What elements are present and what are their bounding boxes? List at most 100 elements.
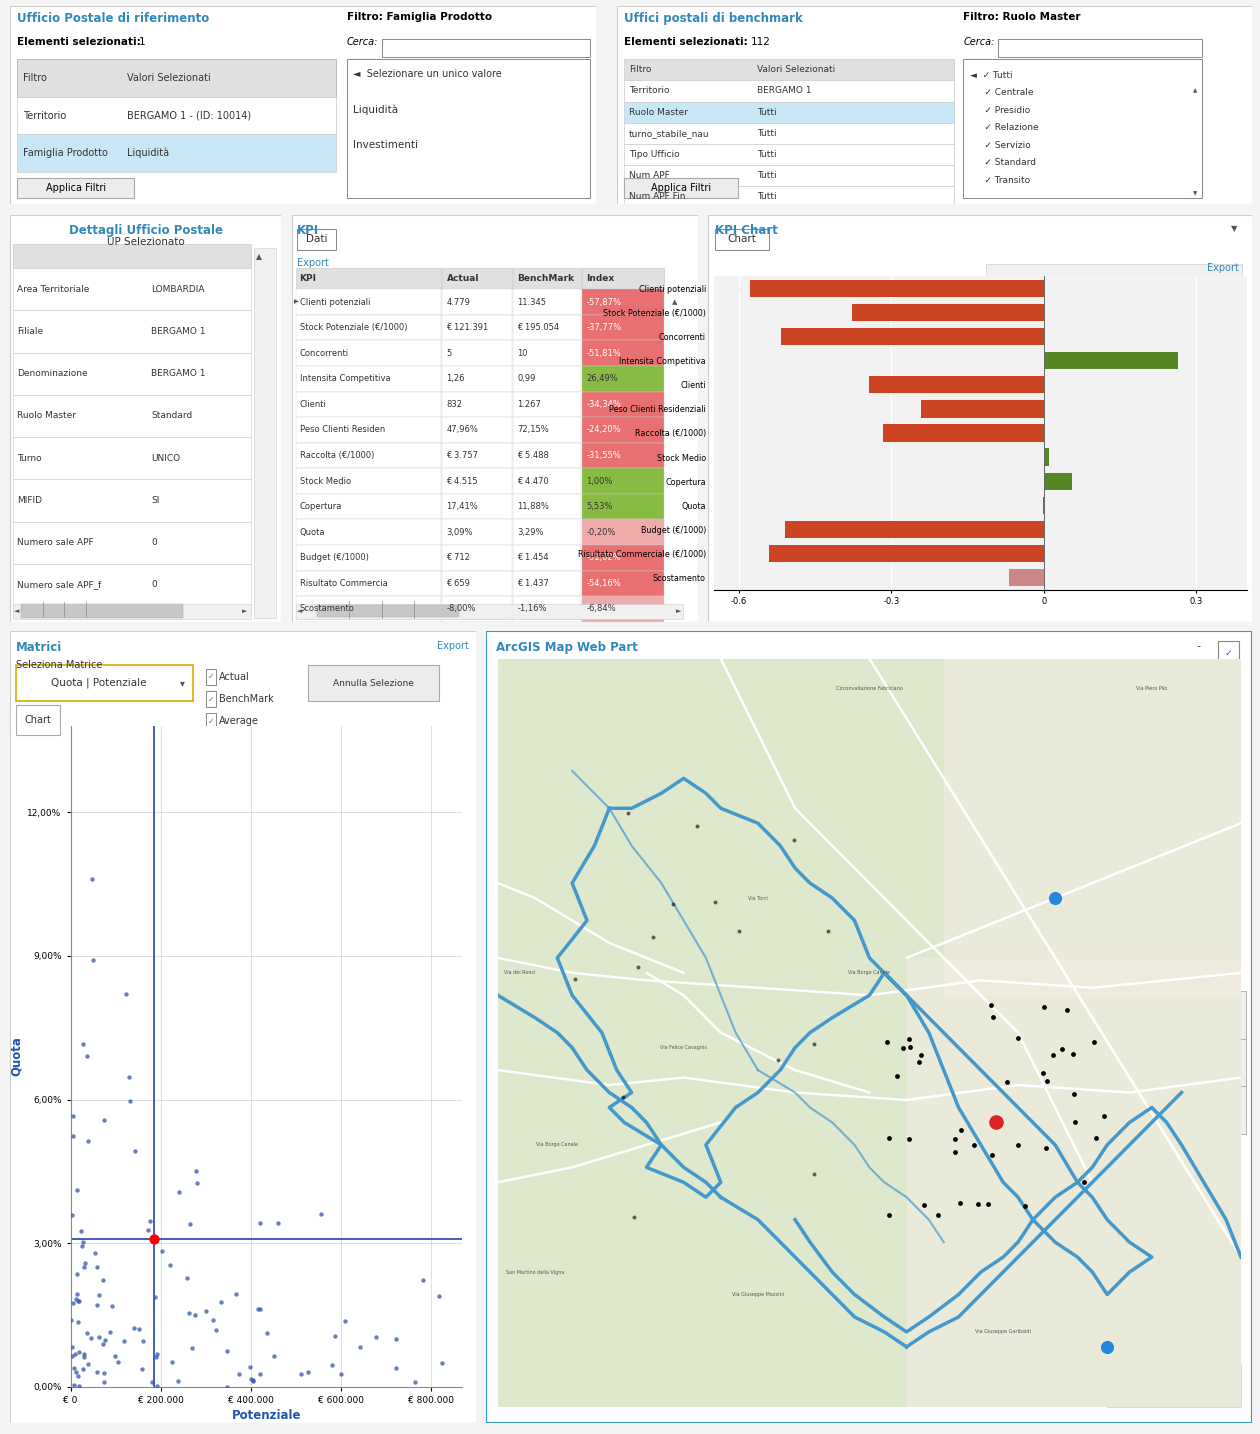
Point [627, 955, 648, 978]
Text: Dettagli Ufficio Postale: Dettagli Ufficio Postale [68, 224, 223, 237]
Bar [296, 571, 441, 597]
Bar [15, 706, 60, 736]
Point [624, 1206, 644, 1229]
Text: € 4.470: € 4.470 [518, 476, 549, 486]
Point [125, 1316, 145, 1339]
Bar [205, 713, 217, 728]
Point [878, 1203, 898, 1226]
Bar [624, 165, 954, 186]
Bar [442, 417, 513, 443]
Bar [296, 493, 441, 519]
Bar [624, 59, 954, 80]
Bar [582, 519, 664, 545]
Bar [1106, 1364, 1241, 1407]
Point [663, 892, 683, 915]
Point [297, 1361, 318, 1384]
Bar [296, 340, 441, 366]
Text: BERGAMO 1: BERGAMO 1 [151, 369, 205, 379]
Text: Tutti: Tutti [757, 192, 776, 201]
Text: € 1.437: € 1.437 [518, 579, 549, 588]
Point [87, 1359, 107, 1382]
Bar [964, 59, 1202, 198]
Text: Turno: Turno [16, 453, 42, 463]
Point [72, 1235, 92, 1258]
Bar [1043, 351, 1178, 370]
Bar [582, 268, 664, 290]
Bar [1215, 1038, 1246, 1086]
Text: Quota | Potenziale: Quota | Potenziale [50, 678, 146, 688]
Point [900, 1035, 920, 1058]
Y-axis label: Quota: Quota [10, 1037, 23, 1077]
Text: Dati: Dati [306, 234, 328, 244]
Point [78, 1130, 98, 1153]
Bar [582, 493, 664, 519]
Point [413, 1269, 433, 1292]
Point [68, 1289, 88, 1312]
Point [950, 1192, 970, 1215]
Bar [501, 671, 548, 734]
Point [249, 1212, 270, 1235]
Text: 832: 832 [446, 400, 462, 409]
Point [116, 982, 136, 1005]
Point [239, 1355, 260, 1378]
Point [160, 1253, 180, 1276]
Bar [13, 394, 251, 437]
Point [78, 1352, 98, 1375]
Text: 1,26: 1,26 [446, 374, 465, 383]
Bar [998, 39, 1202, 57]
Point [1008, 1027, 1028, 1050]
Bar [582, 597, 664, 622]
Text: Tipo Ufficio: Tipo Ufficio [629, 151, 679, 159]
Point [66, 1361, 86, 1384]
Point [83, 948, 103, 971]
Text: Elementi selezionati:: Elementi selezionati: [624, 37, 755, 47]
Point [927, 1205, 948, 1228]
Point [179, 1302, 199, 1325]
Point [93, 1108, 113, 1131]
Point [945, 1141, 965, 1164]
Text: Matrici: Matrici [15, 641, 62, 654]
Text: turno_stabile_nau: turno_stabile_nau [629, 129, 709, 138]
Text: ▲: ▲ [256, 252, 262, 261]
Point [983, 1005, 1003, 1028]
Bar [624, 178, 738, 198]
Bar [13, 437, 251, 479]
Point [139, 1219, 159, 1242]
Text: -54,16%: -54,16% [586, 579, 621, 588]
Point [1052, 1038, 1072, 1061]
Text: -31,55%: -31,55% [586, 450, 621, 460]
Point [62, 1309, 82, 1332]
Text: Via Giuseppe Garibaldi: Via Giuseppe Garibaldi [975, 1329, 1031, 1335]
Bar [624, 123, 954, 143]
Bar [582, 571, 664, 597]
Point [68, 1364, 88, 1387]
Point [249, 1362, 270, 1385]
Text: ▾: ▾ [180, 678, 185, 688]
Bar [513, 315, 581, 340]
Text: € 195.054: € 195.054 [518, 323, 559, 333]
Point [64, 1374, 84, 1397]
Point [243, 1369, 263, 1392]
Point [386, 1328, 406, 1351]
Text: UNICO: UNICO [151, 453, 180, 463]
Bar [582, 443, 664, 469]
Text: Via Borgo Canale: Via Borgo Canale [537, 1143, 578, 1147]
Text: 3,09%: 3,09% [446, 528, 472, 536]
Text: Circonvallazione Fabriciano: Circonvallazione Fabriciano [837, 685, 902, 691]
Text: Actual: Actual [446, 274, 479, 282]
Bar [513, 391, 581, 417]
Text: Ruolo Master: Ruolo Master [16, 412, 76, 420]
Text: Ruolo Master: Ruolo Master [629, 108, 688, 116]
Point [62, 1203, 82, 1226]
Text: ►: ► [242, 608, 247, 614]
Point [186, 1172, 207, 1195]
Text: € 5.488: € 5.488 [518, 450, 549, 460]
Bar [1218, 641, 1240, 665]
Bar [205, 691, 217, 707]
Bar [296, 290, 441, 315]
Point [1033, 1061, 1053, 1084]
Polygon shape [498, 658, 1241, 1407]
Text: Famiglia Prodotto: Famiglia Prodotto [23, 148, 108, 158]
Text: Via Giuseppe Mazzini: Via Giuseppe Mazzini [732, 1292, 784, 1296]
Text: Cerca:: Cerca: [964, 37, 995, 47]
